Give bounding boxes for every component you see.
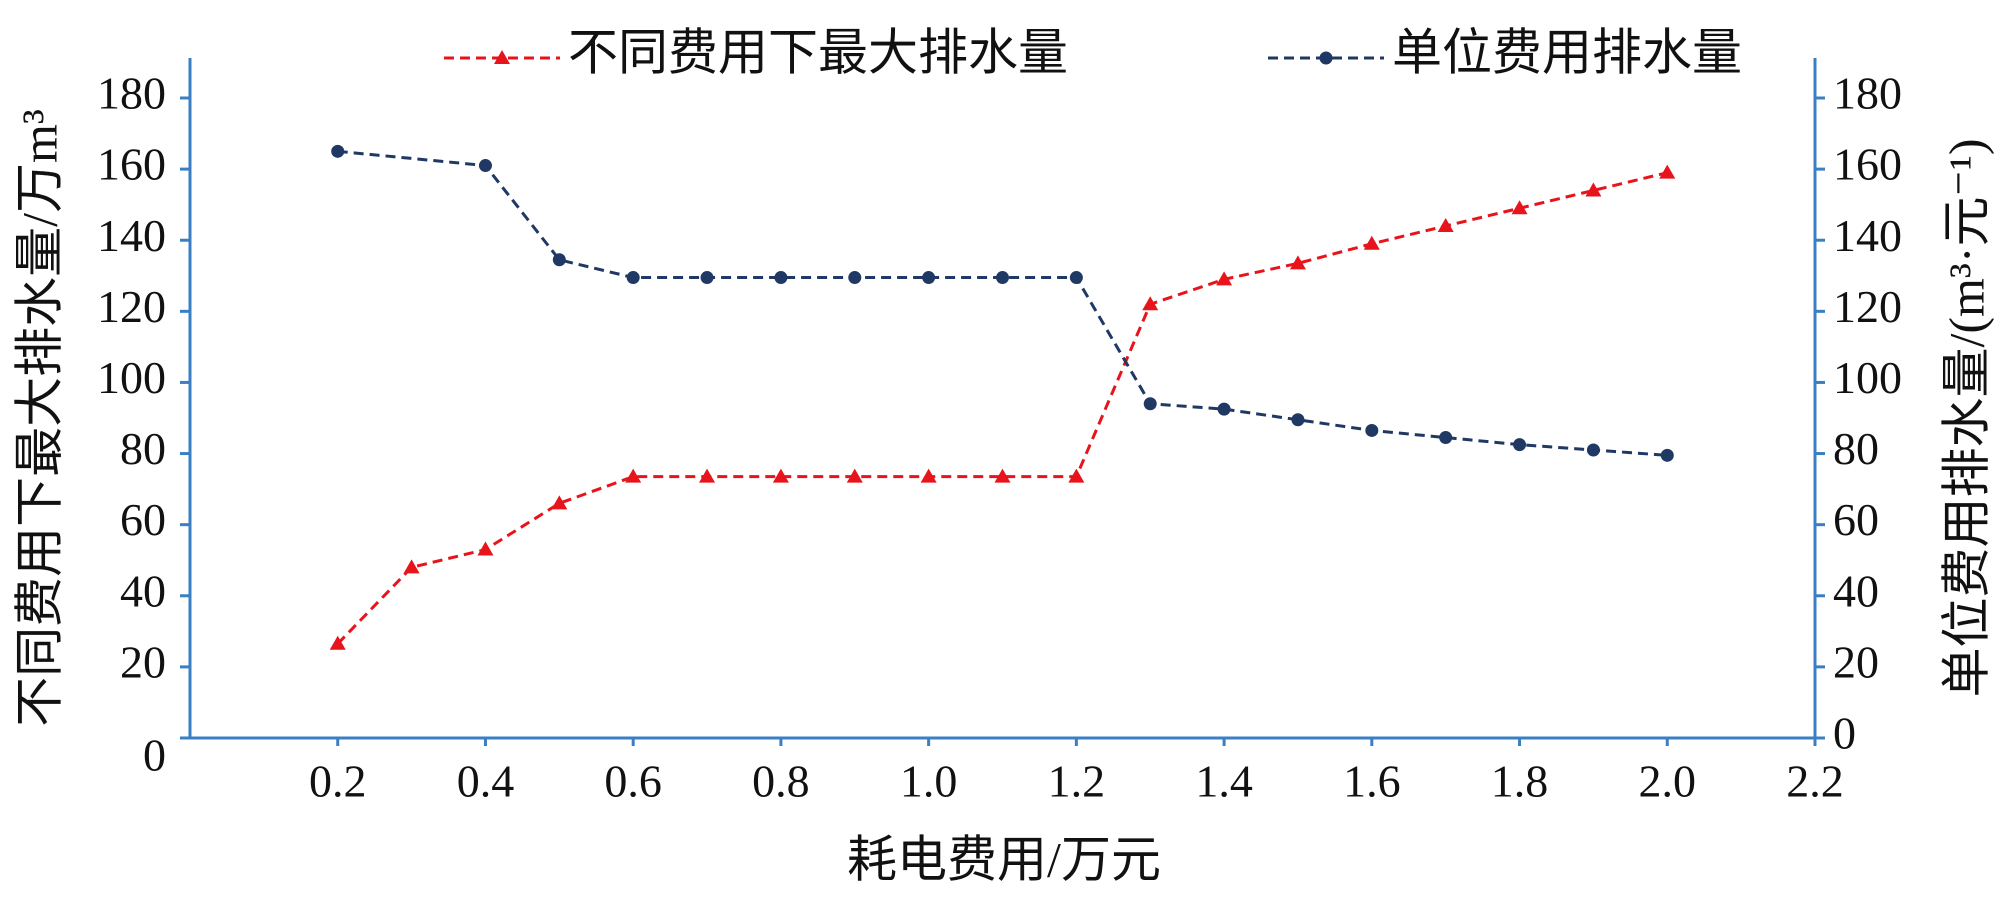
point xyxy=(331,144,345,158)
x-tick-label: 1.6 xyxy=(1343,756,1401,807)
point xyxy=(1289,255,1306,270)
point xyxy=(846,468,863,483)
point xyxy=(994,468,1011,483)
point xyxy=(329,635,346,650)
point xyxy=(551,495,568,510)
y-tick-label: 20 xyxy=(120,636,166,687)
point xyxy=(1439,431,1453,445)
point xyxy=(920,468,937,483)
y2-tick-label: 80 xyxy=(1833,423,1879,474)
legend-marker xyxy=(494,50,510,64)
x-tick-label: 0.8 xyxy=(752,756,810,807)
y2-tick-label: 180 xyxy=(1833,68,1902,119)
point xyxy=(478,159,492,173)
point xyxy=(1437,218,1454,232)
y2-tick-label: 20 xyxy=(1833,636,1879,687)
y2-tick-label: 40 xyxy=(1833,565,1879,616)
x-axis-title: 耗电费用/万元 xyxy=(847,831,1161,887)
point xyxy=(1069,271,1083,285)
point xyxy=(699,468,716,483)
point xyxy=(625,468,642,483)
y-tick-label: 60 xyxy=(120,494,166,545)
y-tick-label: 160 xyxy=(97,139,166,190)
y-tick-label: 100 xyxy=(97,352,166,403)
point xyxy=(774,271,788,285)
y-tick-label: 140 xyxy=(97,210,166,261)
point xyxy=(552,253,566,267)
point xyxy=(1068,468,1085,483)
y-axis-title: 不同费用下最大排水量/万m³ xyxy=(11,109,67,727)
point xyxy=(1143,397,1157,411)
line xyxy=(336,171,1668,645)
line xyxy=(337,149,1668,457)
y-tick-label: 80 xyxy=(120,423,166,474)
y2-tick-label: 140 xyxy=(1833,210,1902,261)
y2-tick-label: 0 xyxy=(1833,708,1856,759)
y2-axis-title: 单位费用排水量/(m³·元⁻¹) xyxy=(1938,138,1994,697)
point xyxy=(1217,402,1231,416)
legend-label: 单位费用排水量 xyxy=(1392,24,1742,80)
y2-tick-label: 160 xyxy=(1833,139,1902,190)
point xyxy=(1511,200,1528,215)
point xyxy=(1586,443,1600,457)
point xyxy=(1513,438,1527,452)
point xyxy=(1291,413,1305,427)
point xyxy=(1216,271,1233,286)
point xyxy=(626,271,640,285)
point xyxy=(700,271,714,285)
x-tick-label: 0.2 xyxy=(309,756,367,807)
y2-tick-label: 100 xyxy=(1833,352,1902,403)
legend-label: 不同费用下最大排水量 xyxy=(568,24,1068,80)
point xyxy=(1585,182,1602,197)
x-tick-label: 2.0 xyxy=(1639,756,1697,807)
point xyxy=(996,271,1009,285)
point xyxy=(477,541,494,556)
y-tick-label: 120 xyxy=(97,281,166,332)
y2-tick-label: 120 xyxy=(1833,281,1902,332)
point xyxy=(1660,448,1674,462)
point xyxy=(922,271,936,285)
point xyxy=(848,271,862,285)
y-tick-label: 180 xyxy=(97,68,166,119)
point xyxy=(772,468,789,483)
x-tick-label: 1.2 xyxy=(1048,756,1106,807)
point xyxy=(403,559,420,574)
point xyxy=(1142,296,1159,311)
point xyxy=(1365,423,1379,437)
x-tick-label: 1.4 xyxy=(1195,756,1253,807)
point xyxy=(1363,235,1380,250)
legend-marker xyxy=(1319,51,1333,65)
y-tick-label: 0 xyxy=(143,730,166,781)
y-tick-label: 40 xyxy=(120,565,166,616)
x-tick-label: 0.4 xyxy=(457,756,515,807)
x-tick-label: 1.8 xyxy=(1491,756,1549,807)
x-tick-label: 1.0 xyxy=(900,756,958,807)
point xyxy=(1659,164,1676,179)
x-tick-label: 2.2 xyxy=(1786,756,1844,807)
y2-tick-label: 60 xyxy=(1833,494,1879,545)
x-tick-label: 0.6 xyxy=(604,756,662,807)
